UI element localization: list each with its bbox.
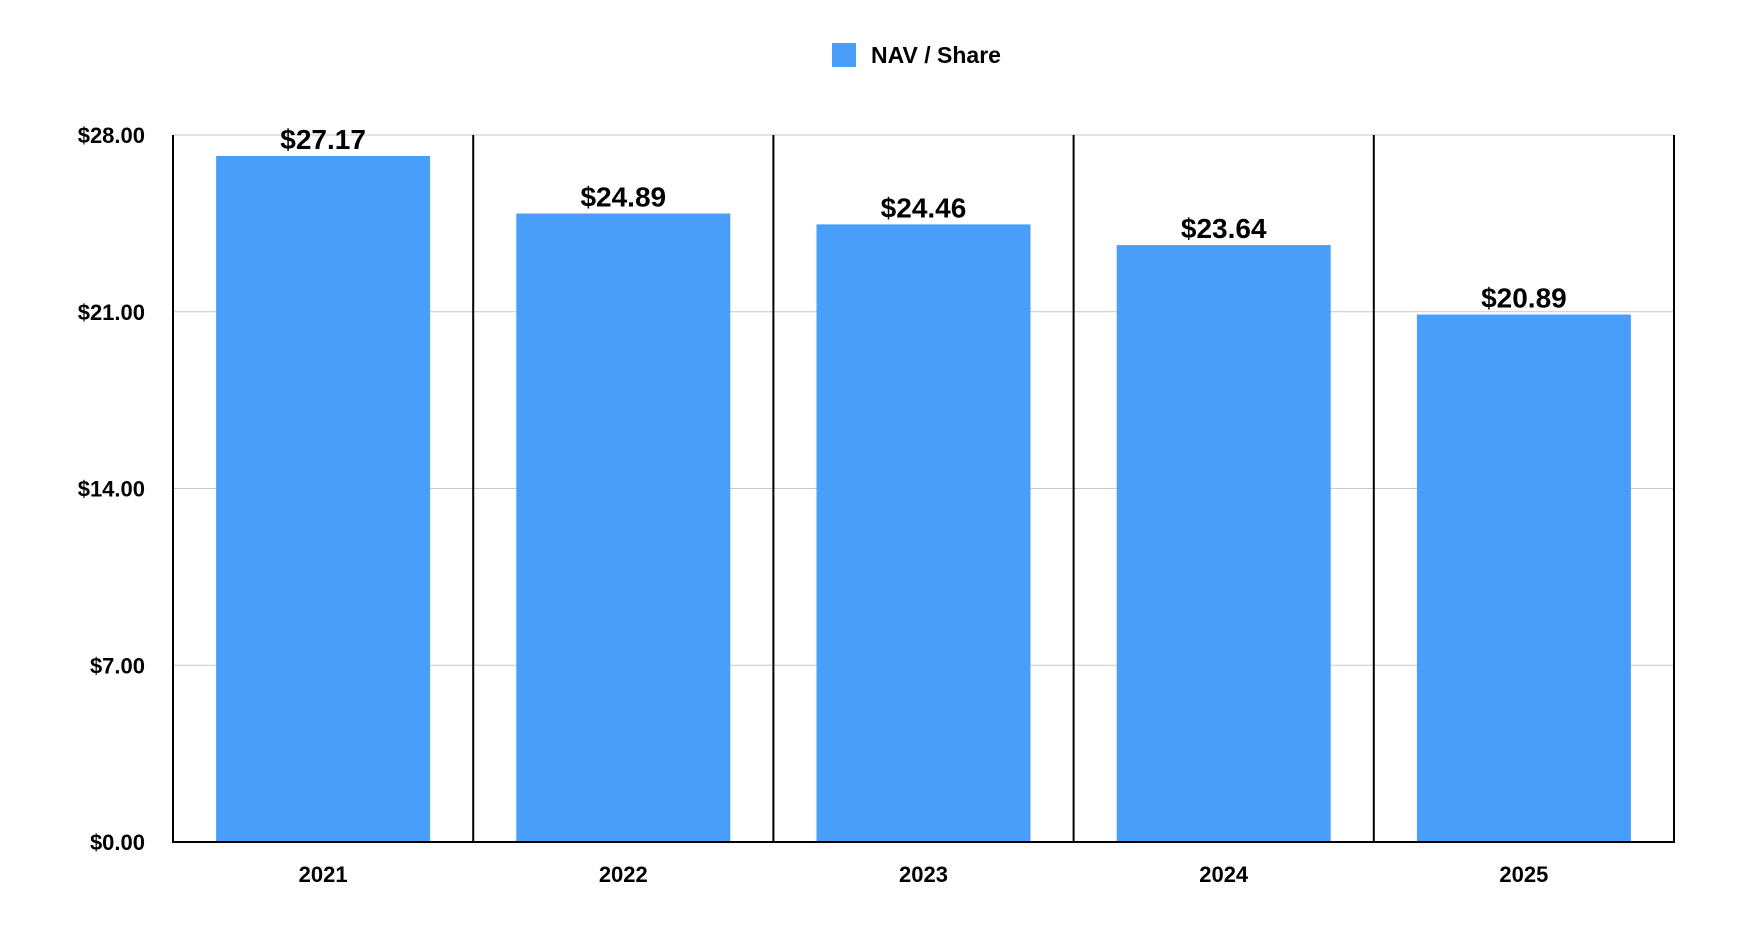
y-axis-tick-labels: $0.00 $7.00 $14.00 $21.00 $28.00 xyxy=(78,123,145,855)
bar-2022 xyxy=(516,213,731,843)
category-dividers xyxy=(472,135,1675,842)
data-label: $24.46 xyxy=(881,192,967,223)
data-label: $20.89 xyxy=(1481,283,1567,314)
legend: NAV / Share xyxy=(832,42,1001,68)
y-tick-label: $14.00 xyxy=(78,477,145,502)
legend-label: NAV / Share xyxy=(871,42,1001,68)
bar-2025 xyxy=(1416,314,1631,843)
x-tick-label: 2022 xyxy=(599,862,648,887)
x-tick-label: 2021 xyxy=(299,862,348,887)
y-tick-label: $0.00 xyxy=(90,830,145,855)
y-tick-label: $7.00 xyxy=(90,653,145,678)
data-labels: $27.17 $24.89 $24.46 $23.64 $20.89 xyxy=(280,124,1566,314)
y-tick-label: $28.00 xyxy=(78,123,145,148)
bars xyxy=(216,155,1631,843)
y-tick-label: $21.00 xyxy=(78,300,145,325)
bar-2023 xyxy=(816,224,1031,842)
axes xyxy=(172,135,1675,843)
x-tick-label: 2025 xyxy=(1499,862,1548,887)
bar-2024 xyxy=(1116,245,1331,843)
data-label: $23.64 xyxy=(1181,213,1267,244)
legend-swatch xyxy=(832,43,856,67)
data-label: $27.17 xyxy=(280,124,366,155)
data-label: $24.89 xyxy=(580,182,666,213)
bar-2021 xyxy=(216,155,431,842)
x-tick-label: 2024 xyxy=(1199,862,1249,887)
x-tick-label: 2023 xyxy=(899,862,948,887)
x-axis-tick-labels: 2021 2022 2023 2024 2025 xyxy=(299,862,1549,887)
